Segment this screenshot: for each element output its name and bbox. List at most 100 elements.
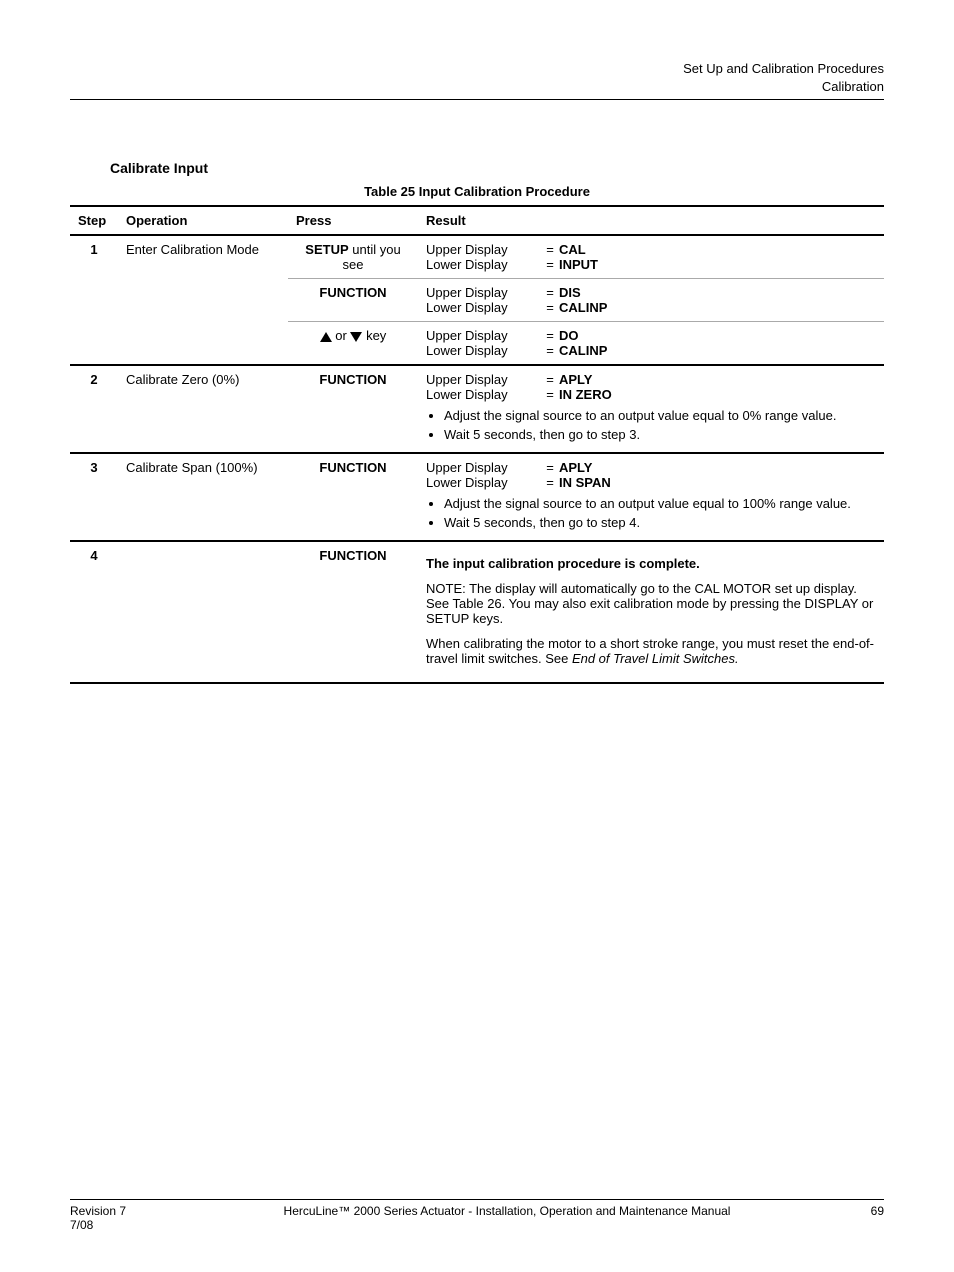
operation-cell: Calibrate Zero (0%): [118, 365, 288, 453]
procedure-table: Step Operation Press Result 1Enter Calib…: [70, 205, 884, 684]
display-value: CAL: [559, 242, 586, 257]
equals-sign: =: [541, 300, 559, 315]
press-key-name: FUNCTION: [319, 285, 386, 300]
note-reference: End of Travel Limit Switches.: [572, 651, 739, 666]
display-label: Lower Display: [426, 343, 541, 358]
display-label: Upper Display: [426, 242, 541, 257]
footer-revision: Revision 7: [70, 1204, 190, 1218]
display-line: Lower Display=IN ZERO: [426, 387, 612, 402]
display-label: Upper Display: [426, 328, 541, 343]
display-value: IN SPAN: [559, 475, 611, 490]
display-value: APLY: [559, 460, 592, 475]
table-row: 3Calibrate Span (100%)FUNCTION Upper Disp…: [70, 453, 884, 541]
page: Set Up and Calibration Procedures Calibr…: [0, 0, 954, 1272]
press-key-name: FUNCTION: [319, 372, 386, 387]
display-label: Upper Display: [426, 285, 541, 300]
header-line-2: Calibration: [70, 78, 884, 96]
table-row: 4 FUNCTION The input calibration procedure…: [70, 541, 884, 683]
equals-sign: =: [541, 387, 559, 402]
bullet-item: Adjust the signal source to an output va…: [444, 408, 876, 423]
note-para-1: NOTE: The display will automatically go …: [426, 581, 876, 626]
equals-sign: =: [541, 372, 559, 387]
press-cell: FUNCTION: [288, 453, 418, 541]
bullet-item: Adjust the signal source to an output va…: [444, 496, 876, 511]
step-number: 4: [70, 541, 118, 683]
operation-cell: Calibrate Span (100%): [118, 453, 288, 541]
display-line: Lower Display=CALINP: [426, 300, 607, 315]
display-line: Lower Display=IN SPAN: [426, 475, 611, 490]
press-post: until you see: [343, 242, 401, 272]
col-header-step: Step: [70, 206, 118, 235]
operation-cell: Enter Calibration Mode: [118, 235, 288, 365]
display-value: DIS: [559, 285, 581, 300]
col-header-result: Result: [418, 206, 884, 235]
display-line: Upper Display=APLY: [426, 460, 592, 475]
bullet-item: Wait 5 seconds, then go to step 3.: [444, 427, 876, 442]
press-cell: or key: [288, 322, 418, 366]
operation-cell: [118, 541, 288, 683]
footer-row: Revision 7 7/08 HercuLine™ 2000 Series A…: [70, 1204, 884, 1232]
result-cell: The input calibration procedure is compl…: [418, 541, 884, 683]
display-label: Upper Display: [426, 372, 541, 387]
display-line: Upper Display=DIS: [426, 285, 581, 300]
press-cell: SETUP until you see: [288, 235, 418, 279]
result-cell: Upper Display=DISLower Display=CALINP: [418, 279, 884, 322]
table-header-row: Step Operation Press Result: [70, 206, 884, 235]
display-value: IN ZERO: [559, 387, 612, 402]
result-bullets: Adjust the signal source to an output va…: [444, 496, 876, 530]
footer-rule: [70, 1199, 884, 1200]
equals-sign: =: [541, 475, 559, 490]
footer-center: HercuLine™ 2000 Series Actuator - Instal…: [190, 1204, 824, 1218]
display-value: APLY: [559, 372, 592, 387]
footer-page-number: 69: [824, 1204, 884, 1218]
display-line: Upper Display=DO: [426, 328, 579, 343]
footer-date: 7/08: [70, 1218, 190, 1232]
display-line: Lower Display=INPUT: [426, 257, 598, 272]
table-caption: Table 25 Input Calibration Procedure: [70, 184, 884, 199]
step-number: 3: [70, 453, 118, 541]
col-header-press: Press: [288, 206, 418, 235]
running-header: Set Up and Calibration Procedures Calibr…: [70, 60, 884, 95]
bullet-item: Wait 5 seconds, then go to step 4.: [444, 515, 876, 530]
press-key-text: key: [362, 328, 386, 343]
display-line: Lower Display=CALINP: [426, 343, 607, 358]
result-cell: Upper Display=APLYLower Display=IN ZEROA…: [418, 365, 884, 453]
triangle-down-icon: [350, 332, 362, 342]
result-bullets: Adjust the signal source to an output va…: [444, 408, 876, 442]
press-cell: FUNCTION: [288, 365, 418, 453]
step-number: 1: [70, 235, 118, 365]
result-note: The input calibration procedure is compl…: [426, 556, 876, 666]
equals-sign: =: [541, 460, 559, 475]
display-line: Upper Display=APLY: [426, 372, 592, 387]
header-rule: [70, 99, 884, 100]
result-cell: Upper Display=DOLower Display=CALINP: [418, 322, 884, 366]
display-label: Lower Display: [426, 387, 541, 402]
col-header-operation: Operation: [118, 206, 288, 235]
display-label: Lower Display: [426, 475, 541, 490]
triangle-up-icon: [320, 332, 332, 342]
section-title: Calibrate Input: [110, 160, 884, 176]
equals-sign: =: [541, 343, 559, 358]
press-key-name: FUNCTION: [319, 548, 386, 563]
display-line: Upper Display=CAL: [426, 242, 586, 257]
table-row: 2Calibrate Zero (0%)FUNCTIONUpper Displa…: [70, 365, 884, 453]
display-value: INPUT: [559, 257, 598, 272]
display-value: CALINP: [559, 343, 607, 358]
press-or-text: or: [332, 328, 351, 343]
header-line-1: Set Up and Calibration Procedures: [70, 60, 884, 78]
display-value: DO: [559, 328, 579, 343]
press-cell: FUNCTION: [288, 279, 418, 322]
result-cell: Upper Display=APLYLower Display=IN SPANA…: [418, 453, 884, 541]
press-key-name: SETUP: [305, 242, 348, 257]
display-label: Lower Display: [426, 300, 541, 315]
display-value: CALINP: [559, 300, 607, 315]
equals-sign: =: [541, 242, 559, 257]
equals-sign: =: [541, 328, 559, 343]
equals-sign: =: [541, 285, 559, 300]
display-label: Upper Display: [426, 460, 541, 475]
equals-sign: =: [541, 257, 559, 272]
note-heading: The input calibration procedure is compl…: [426, 556, 876, 571]
page-footer: Revision 7 7/08 HercuLine™ 2000 Series A…: [70, 1199, 884, 1232]
press-cell: FUNCTION: [288, 541, 418, 683]
result-cell: Upper Display=CALLower Display=INPUT: [418, 235, 884, 279]
